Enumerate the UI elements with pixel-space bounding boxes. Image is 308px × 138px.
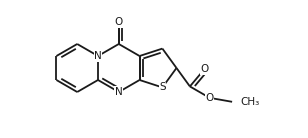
Text: O: O <box>201 64 209 74</box>
Text: O: O <box>205 93 214 103</box>
Text: N: N <box>115 87 123 97</box>
Text: S: S <box>159 82 166 92</box>
Text: N: N <box>94 51 102 61</box>
Text: O: O <box>115 17 123 27</box>
Text: CH₃: CH₃ <box>240 97 259 107</box>
